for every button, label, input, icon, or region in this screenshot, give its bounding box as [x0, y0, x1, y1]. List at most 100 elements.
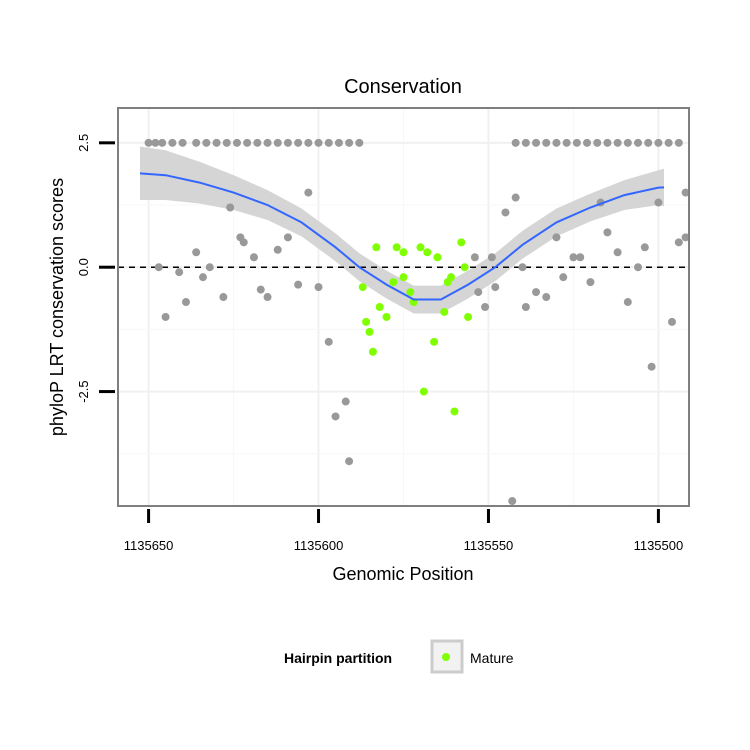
point-other-46 — [219, 293, 228, 302]
point-other-44 — [198, 273, 207, 282]
point-other-31 — [603, 138, 612, 147]
point-other-52 — [263, 293, 272, 302]
point-mature-9 — [399, 248, 408, 257]
point-other-69 — [511, 193, 520, 202]
point-other-87 — [668, 317, 677, 326]
y-axis-label: phyloP LRT conservation scores — [47, 178, 67, 436]
point-mature-16 — [430, 337, 439, 346]
point-mature-14 — [419, 387, 428, 396]
point-other-64 — [481, 303, 490, 311]
point-other-41 — [175, 268, 184, 277]
point-other-35 — [644, 138, 653, 147]
point-other-11 — [253, 138, 262, 147]
point-other-40 — [161, 312, 170, 321]
point-other-45 — [205, 263, 214, 272]
point-other-82 — [623, 298, 632, 307]
point-mature-23 — [460, 263, 469, 272]
point-other-63 — [474, 288, 483, 297]
x-tick-label-0: 1135650 — [124, 538, 174, 553]
point-mature-10 — [399, 273, 408, 282]
point-other-12 — [263, 138, 272, 147]
point-other-25 — [542, 138, 551, 147]
point-mature-21 — [450, 407, 459, 416]
point-mature-0 — [358, 283, 367, 292]
legend-label-mature: Mature — [470, 650, 514, 666]
legend: Hairpin partition Mature — [284, 639, 514, 674]
point-other-39 — [154, 263, 163, 272]
point-other-27 — [562, 138, 571, 147]
point-other-61 — [345, 457, 354, 466]
chart-title: Conservation — [344, 76, 462, 98]
point-other-86 — [654, 198, 663, 207]
point-other-24 — [532, 138, 541, 147]
point-other-36 — [654, 138, 663, 147]
point-other-77 — [576, 253, 585, 262]
x-tick-label-3: 1135500 — [634, 538, 684, 553]
point-other-74 — [552, 233, 561, 242]
point-other-32 — [613, 138, 622, 147]
x-axis-label: Genomic Position — [332, 564, 473, 584]
point-other-62 — [470, 253, 479, 262]
point-other-58 — [324, 337, 333, 346]
point-other-54 — [283, 233, 292, 242]
point-mature-6 — [382, 312, 391, 321]
point-other-14 — [283, 138, 292, 147]
point-other-43 — [192, 248, 201, 257]
point-other-83 — [634, 263, 643, 272]
legend-title: Hairpin partition — [284, 650, 392, 666]
point-other-90 — [681, 188, 690, 197]
point-other-15 — [294, 138, 303, 147]
x-tick-label-1: 1135600 — [294, 538, 344, 553]
point-other-80 — [603, 228, 612, 237]
y-tick-label-1: 0.0 — [76, 258, 91, 276]
point-mature-3 — [368, 347, 377, 356]
point-other-4 — [178, 138, 187, 147]
y-tick-label-0: -2.5 — [76, 380, 91, 402]
point-other-33 — [623, 138, 632, 147]
point-other-56 — [304, 188, 313, 197]
point-other-38 — [674, 138, 683, 147]
point-other-7 — [212, 138, 221, 147]
point-other-50 — [249, 253, 258, 262]
point-other-42 — [181, 298, 190, 307]
point-other-76 — [569, 253, 578, 262]
point-other-71 — [521, 303, 530, 311]
point-other-16 — [304, 138, 313, 147]
point-other-59 — [331, 412, 340, 421]
point-other-2 — [158, 138, 167, 147]
point-other-70 — [518, 263, 527, 272]
point-other-65 — [487, 253, 496, 262]
point-other-85 — [647, 362, 656, 371]
data-points — [144, 138, 690, 506]
y-axis: -2.5 0.0 2.5 — [76, 134, 115, 403]
point-other-1 — [151, 138, 160, 147]
point-other-30 — [593, 138, 602, 147]
point-other-3 — [168, 138, 177, 147]
point-other-26 — [552, 138, 561, 147]
point-mature-17 — [433, 253, 442, 262]
smooth-line — [140, 172, 664, 301]
point-other-29 — [583, 138, 592, 147]
point-mature-15 — [423, 248, 432, 257]
point-other-53 — [273, 245, 282, 254]
point-other-47 — [226, 203, 235, 212]
point-other-72 — [532, 288, 541, 297]
point-other-28 — [572, 138, 581, 147]
point-other-84 — [640, 243, 649, 252]
point-other-66 — [491, 283, 500, 292]
point-mature-11 — [406, 288, 415, 297]
point-mature-18 — [440, 307, 449, 316]
point-other-57 — [314, 283, 323, 292]
point-other-75 — [559, 273, 568, 282]
x-tick-label-2: 1135550 — [464, 538, 514, 553]
point-other-10 — [243, 138, 252, 147]
point-mature-24 — [464, 312, 473, 321]
point-other-37 — [664, 138, 673, 147]
point-other-13 — [273, 138, 282, 147]
point-mature-13 — [416, 243, 425, 252]
point-mature-5 — [375, 303, 384, 311]
point-other-49 — [239, 238, 248, 247]
point-other-22 — [511, 138, 520, 147]
point-other-6 — [202, 138, 211, 147]
point-other-5 — [192, 138, 201, 147]
